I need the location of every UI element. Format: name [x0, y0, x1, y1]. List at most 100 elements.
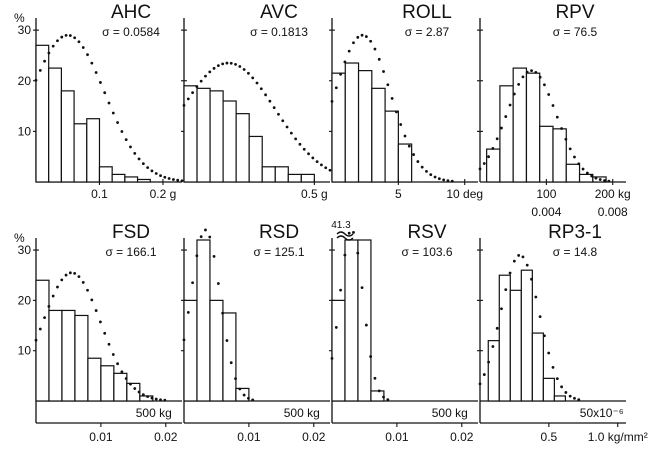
- histogram-bar: [48, 67, 62, 183]
- histogram-bar: [539, 125, 554, 183]
- histogram-bar: [61, 309, 76, 402]
- normal-curve-point: [94, 71, 98, 74]
- normal-curve-point: [530, 69, 533, 73]
- histogram-bar: [344, 239, 359, 402]
- histogram-bar: [552, 128, 567, 183]
- normal-curve-point: [247, 396, 250, 400]
- normal-curve-point: [543, 83, 546, 87]
- normal-curve-point: [294, 137, 298, 141]
- histogram-bar: [196, 87, 211, 183]
- panel-roll: 5 10 deg ROLL σ = 2.87: [329, 2, 483, 201]
- normal-curve-point: [302, 147, 306, 151]
- histogram-bar: [222, 100, 237, 183]
- normal-curve-point: [525, 70, 529, 74]
- normal-curve-point: [137, 157, 141, 161]
- normal-curve-point: [495, 326, 499, 330]
- normal-curve-point: [555, 115, 559, 119]
- normal-curve-point: [199, 79, 203, 83]
- normal-curve-point: [120, 370, 124, 374]
- normal-curve-point: [512, 259, 516, 263]
- normal-curve-point: [425, 170, 428, 173]
- normal-curve-point: [182, 103, 186, 107]
- normal-curve-point: [568, 147, 572, 151]
- normal-curve-point: [311, 156, 315, 160]
- normal-curve-point: [521, 255, 525, 259]
- normal-curve-point: [534, 70, 538, 74]
- normal-curve-point: [51, 44, 55, 48]
- x-tick-label: 0.01: [237, 430, 261, 444]
- y-tick-label: 30: [18, 23, 32, 37]
- normal-curve-point: [504, 115, 508, 118]
- normal-curve-point: [116, 121, 119, 124]
- histogram-bar: [209, 299, 224, 402]
- normal-curve-point: [551, 366, 555, 369]
- panel-sigma: σ = 0.1813: [250, 25, 308, 39]
- x-tick-label: 0.5 g: [301, 187, 328, 201]
- normal-curve-point: [360, 33, 364, 37]
- panel-sigma: σ = 0.0584: [102, 25, 160, 39]
- normal-curve-point: [204, 228, 207, 232]
- normal-curve-point: [356, 35, 360, 39]
- histogram-bar: [74, 314, 89, 402]
- histogram-bar: [553, 395, 566, 402]
- normal-curve-point: [163, 398, 167, 402]
- histogram-bar: [531, 332, 544, 402]
- normal-curve-point: [364, 35, 368, 38]
- normal-curve-point: [320, 163, 323, 167]
- x-tick-label: 0.01: [89, 430, 113, 444]
- panel-title: RP3-1: [548, 222, 602, 243]
- normal-curve-point: [343, 60, 347, 64]
- normal-curve-point: [281, 119, 285, 123]
- panel-sigma: σ = 125.1: [253, 245, 304, 259]
- normal-curve-point: [285, 125, 289, 129]
- normal-curve-point: [159, 398, 162, 402]
- normal-curve-point: [81, 46, 85, 49]
- panel-avc: 0.5 g AVC σ = 0.1813: [181, 2, 332, 201]
- histogram-bar: [397, 143, 413, 183]
- normal-curve-point: [195, 85, 199, 89]
- normal-curve-point: [212, 254, 216, 258]
- normal-curve-point: [590, 174, 594, 178]
- histogram-bar: [331, 72, 346, 183]
- y-tick-label: 30: [18, 243, 32, 257]
- normal-curve-point: [369, 39, 373, 43]
- normal-curve-point: [560, 127, 563, 130]
- normal-curve-point: [86, 53, 89, 57]
- normal-curve-point: [251, 76, 255, 80]
- x-tick-label: 0.2 g: [150, 187, 177, 201]
- panel-title: RSV: [407, 222, 446, 243]
- normal-curve-point: [395, 110, 398, 114]
- normal-curve-point: [517, 82, 521, 86]
- histogram-bar: [357, 70, 373, 183]
- panel-rpv: 100 200 kg 0.004 0.008 RPV σ = 76.5: [477, 2, 631, 219]
- normal-curve-point: [268, 99, 272, 103]
- histogram-bar: [287, 173, 302, 183]
- x-tick-label: 0.02: [450, 430, 474, 444]
- normal-curve-point: [547, 93, 551, 96]
- normal-curve-point: [594, 176, 598, 180]
- normal-curve-point: [107, 342, 111, 346]
- normal-curve-point: [508, 271, 512, 275]
- normal-curve-point: [551, 104, 555, 107]
- normal-curve-point: [172, 178, 175, 181]
- normal-curve-point: [264, 93, 267, 97]
- normal-curve-point: [352, 41, 355, 45]
- normal-curve-point: [38, 327, 42, 331]
- panel-sigma: σ = 2.87: [405, 25, 450, 39]
- histogram-bar: [35, 279, 50, 402]
- normal-curve-point: [585, 171, 589, 175]
- normal-curve-point: [64, 273, 68, 277]
- normal-curve-point: [146, 395, 150, 399]
- normal-curve-point: [150, 396, 154, 400]
- normal-curve-point: [60, 35, 64, 39]
- x-tick-label: 0.008: [598, 205, 628, 219]
- normal-curve-point: [234, 63, 237, 66]
- normal-curve-point: [167, 177, 171, 180]
- histogram-bar: [300, 173, 315, 183]
- normal-curve-point: [573, 396, 576, 400]
- normal-curve-point: [324, 166, 328, 170]
- normal-curve-point: [399, 123, 403, 126]
- normal-curve-point: [255, 81, 259, 85]
- normal-curve-point: [307, 152, 310, 156]
- normal-curve-point: [225, 61, 229, 65]
